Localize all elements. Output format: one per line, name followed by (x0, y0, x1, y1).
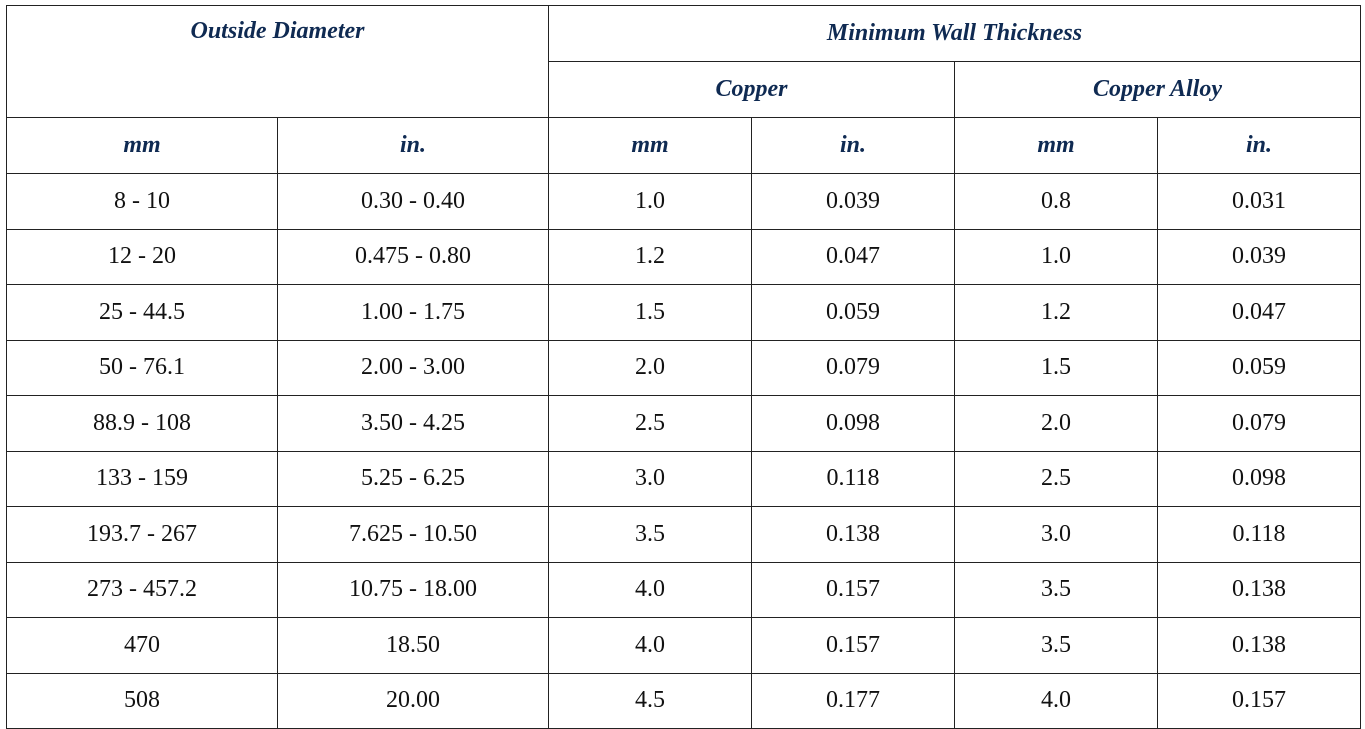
cell-copper-mm: 1.5 (548, 284, 752, 341)
cell-od-in: 0.30 - 0.40 (277, 173, 549, 230)
cell-od-in: 20.00 (277, 672, 549, 729)
cell-copper-mm: 3.5 (548, 506, 752, 563)
cell-od-mm: 25 - 44.5 (6, 284, 278, 341)
cell-od-mm: 273 - 457.2 (6, 561, 278, 618)
cell-alloy-mm: 2.0 (954, 395, 1158, 452)
cell-copper-in: 0.039 (751, 173, 955, 230)
cell-copper-in: 0.059 (751, 284, 955, 341)
cell-alloy-mm: 2.5 (954, 450, 1158, 507)
table-row: 470 18.50 4.0 0.157 3.5 0.138 (6, 617, 1361, 674)
cell-od-in: 2.00 - 3.00 (277, 339, 549, 396)
cell-alloy-in: 0.118 (1157, 506, 1361, 563)
cell-alloy-in: 0.157 (1157, 672, 1361, 729)
column-header-copper-in: in. (751, 117, 955, 174)
cell-copper-mm: 3.0 (548, 450, 752, 507)
cell-od-mm: 8 - 10 (6, 173, 278, 230)
cell-copper-in: 0.047 (751, 228, 955, 285)
table-row: 8 - 10 0.30 - 0.40 1.0 0.039 0.8 0.031 (6, 173, 1361, 230)
cell-copper-mm: 4.0 (548, 617, 752, 674)
wall-thickness-table: Outside Diameter Minimum Wall Thickness … (6, 5, 1361, 729)
cell-copper-in: 0.138 (751, 506, 955, 563)
cell-alloy-mm: 0.8 (954, 173, 1158, 230)
cell-alloy-mm: 1.5 (954, 339, 1158, 396)
column-header-od-mm: mm (6, 117, 278, 174)
table-row: 50 - 76.1 2.00 - 3.00 2.0 0.079 1.5 0.059 (6, 339, 1361, 396)
cell-copper-in: 0.098 (751, 395, 955, 452)
cell-copper-mm: 2.0 (548, 339, 752, 396)
cell-od-mm: 508 (6, 672, 278, 729)
column-header-copper-mm: mm (548, 117, 752, 174)
cell-alloy-in: 0.059 (1157, 339, 1361, 396)
cell-od-in: 18.50 (277, 617, 549, 674)
cell-alloy-in: 0.098 (1157, 450, 1361, 507)
table-body: 8 - 10 0.30 - 0.40 1.0 0.039 0.8 0.031 12 - 20… (6, 173, 1361, 729)
copper-alloy-header: Copper Alloy (954, 61, 1361, 118)
column-header-od-in: in. (277, 117, 549, 174)
cell-alloy-in: 0.138 (1157, 617, 1361, 674)
table-row: 88.9 - 108 3.50 - 4.25 2.5 0.098 2.0 0.079 (6, 395, 1361, 452)
cell-od-in: 3.50 - 4.25 (277, 395, 549, 452)
column-header-alloy-in: in. (1157, 117, 1361, 174)
cell-alloy-in: 0.047 (1157, 284, 1361, 341)
table-row: 25 - 44.5 1.00 - 1.75 1.5 0.059 1.2 0.047 (6, 284, 1361, 341)
outside-diameter-header: Outside Diameter (6, 5, 549, 118)
cell-copper-in: 0.157 (751, 617, 955, 674)
cell-copper-in: 0.177 (751, 672, 955, 729)
cell-od-in: 0.475 - 0.80 (277, 228, 549, 285)
cell-copper-mm: 4.5 (548, 672, 752, 729)
cell-alloy-mm: 3.5 (954, 561, 1158, 618)
cell-copper-mm: 1.0 (548, 173, 752, 230)
cell-od-in: 7.625 - 10.50 (277, 506, 549, 563)
cell-od-mm: 470 (6, 617, 278, 674)
minimum-wall-thickness-header: Minimum Wall Thickness (548, 5, 1361, 62)
table-row: 508 20.00 4.5 0.177 4.0 0.157 (6, 672, 1361, 729)
cell-copper-in: 0.157 (751, 561, 955, 618)
cell-alloy-in: 0.039 (1157, 228, 1361, 285)
cell-od-mm: 50 - 76.1 (6, 339, 278, 396)
cell-alloy-in: 0.079 (1157, 395, 1361, 452)
column-header-alloy-mm: mm (954, 117, 1158, 174)
cell-od-mm: 12 - 20 (6, 228, 278, 285)
table-row: 273 - 457.2 10.75 - 18.00 4.0 0.157 3.5 0.138 (6, 561, 1361, 618)
cell-od-mm: 193.7 - 267 (6, 506, 278, 563)
cell-alloy-mm: 1.0 (954, 228, 1158, 285)
cell-od-mm: 133 - 159 (6, 450, 278, 507)
cell-copper-mm: 1.2 (548, 228, 752, 285)
cell-copper-in: 0.079 (751, 339, 955, 396)
cell-alloy-in: 0.138 (1157, 561, 1361, 618)
cell-od-in: 1.00 - 1.75 (277, 284, 549, 341)
table-row: 193.7 - 267 7.625 - 10.50 3.5 0.138 3.0 0.118 (6, 506, 1361, 563)
cell-copper-mm: 4.0 (548, 561, 752, 618)
table-row: 133 - 159 5.25 - 6.25 3.0 0.118 2.5 0.098 (6, 450, 1361, 507)
copper-header: Copper (548, 61, 955, 118)
cell-od-mm: 88.9 - 108 (6, 395, 278, 452)
cell-copper-in: 0.118 (751, 450, 955, 507)
cell-od-in: 10.75 - 18.00 (277, 561, 549, 618)
cell-copper-mm: 2.5 (548, 395, 752, 452)
cell-alloy-mm: 1.2 (954, 284, 1158, 341)
cell-alloy-mm: 3.5 (954, 617, 1158, 674)
cell-od-in: 5.25 - 6.25 (277, 450, 549, 507)
table-row: 12 - 20 0.475 - 0.80 1.2 0.047 1.0 0.039 (6, 228, 1361, 285)
cell-alloy-mm: 3.0 (954, 506, 1158, 563)
cell-alloy-in: 0.031 (1157, 173, 1361, 230)
cell-alloy-mm: 4.0 (954, 672, 1158, 729)
